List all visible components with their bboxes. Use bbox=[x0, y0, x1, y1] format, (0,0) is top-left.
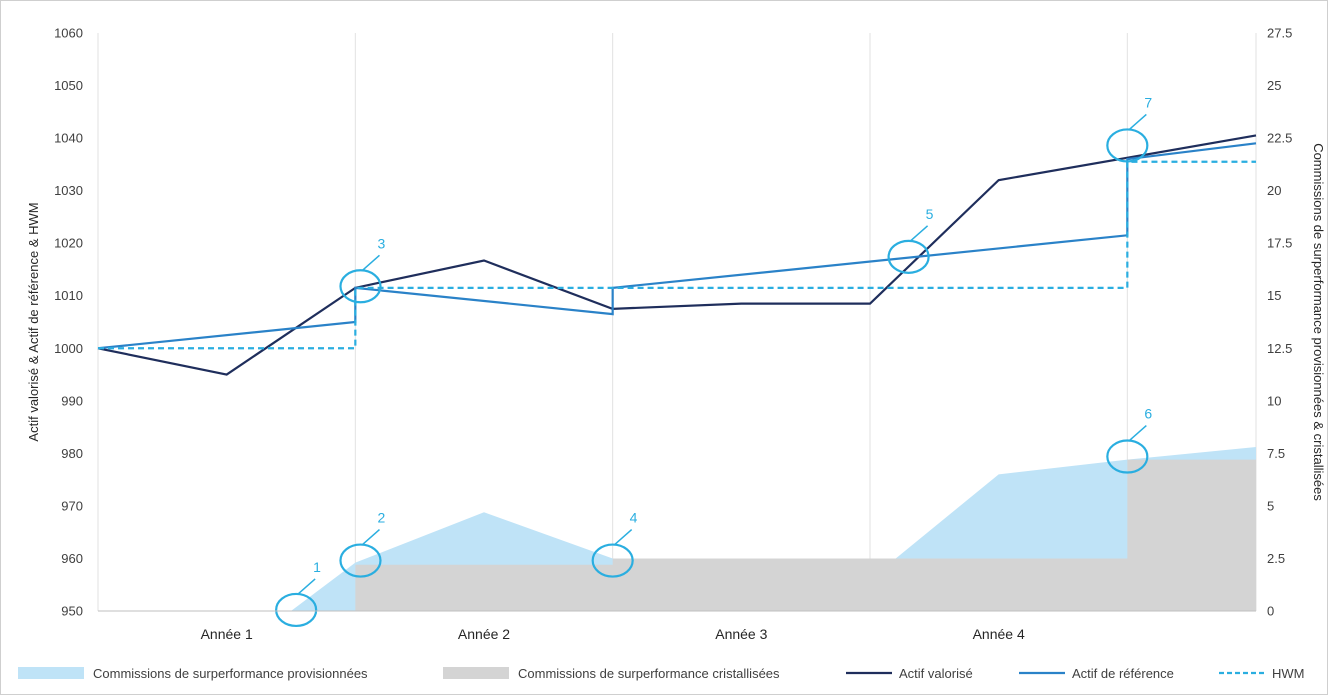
legend-label: Actif de référence bbox=[1072, 666, 1174, 681]
y-left-tick-label: 1000 bbox=[54, 341, 83, 356]
annotation-pointer bbox=[1128, 113, 1147, 131]
y-right-tick-label: 20 bbox=[1267, 183, 1281, 198]
y-left-tick-label: 1010 bbox=[54, 288, 83, 303]
y-right-tick-label: 2.5 bbox=[1267, 551, 1285, 566]
y-left-tick-label: 990 bbox=[61, 393, 83, 408]
y-left-tick-label: 970 bbox=[61, 498, 83, 513]
annotation-circle bbox=[1106, 439, 1149, 474]
annotation-pointer bbox=[910, 225, 929, 242]
y-right-tick-label: 22.5 bbox=[1267, 131, 1292, 146]
y-right-tick-label: 25 bbox=[1267, 78, 1281, 93]
legend-label: Commissions de surperformance cristallis… bbox=[518, 666, 780, 681]
legend-label: HWM bbox=[1272, 666, 1305, 681]
y-left-tick-label: 1020 bbox=[54, 236, 83, 251]
annotation-label: 4 bbox=[630, 510, 638, 526]
line-actif-valorise bbox=[97, 134, 1257, 376]
y-right-tick-label: 15 bbox=[1267, 288, 1281, 303]
annotation-circle bbox=[591, 543, 634, 578]
y-left-tick-label: 1040 bbox=[54, 131, 83, 146]
line-hwm bbox=[98, 160, 1256, 350]
annotation-circle bbox=[339, 269, 382, 304]
y-left-tick-label: 980 bbox=[61, 446, 83, 461]
annotation-label: 7 bbox=[1144, 94, 1152, 110]
y-left-tick-label: 1060 bbox=[54, 26, 83, 41]
x-category-label: Année 4 bbox=[973, 626, 1025, 642]
annotation-label: 3 bbox=[377, 235, 385, 251]
legend-swatch bbox=[18, 667, 84, 679]
area-crystallized-fees bbox=[98, 459, 1256, 611]
annotation-pointer bbox=[361, 528, 380, 546]
annotation-circle bbox=[1106, 128, 1149, 163]
y-right-tick-label: 10 bbox=[1267, 393, 1281, 408]
annotation-pointer bbox=[297, 578, 316, 595]
legend-label: Actif valorisé bbox=[899, 666, 973, 681]
y-left-tick-label: 950 bbox=[61, 604, 83, 619]
y-right-tick-label: 0 bbox=[1267, 604, 1274, 619]
y-right-tick-label: 7.5 bbox=[1267, 446, 1285, 461]
y-right-tick-label: 27.5 bbox=[1267, 26, 1292, 41]
y-right-tick-label: 17.5 bbox=[1267, 236, 1292, 251]
y-left-tick-label: 960 bbox=[61, 551, 83, 566]
legend-label: Commissions de surperformance provisionn… bbox=[93, 666, 368, 681]
annotation-circle bbox=[887, 239, 930, 274]
legend-swatch bbox=[443, 667, 509, 679]
y-right-tick-label: 12.5 bbox=[1267, 341, 1292, 356]
annotation-label: 1 bbox=[313, 559, 321, 575]
line-actif-reference bbox=[97, 142, 1257, 350]
annotation-circle bbox=[339, 543, 382, 578]
annotation-pointer bbox=[614, 528, 633, 546]
x-category-label: Année 2 bbox=[458, 626, 510, 642]
y-left-tick-label: 1030 bbox=[54, 183, 83, 198]
x-category-label: Année 1 bbox=[201, 626, 253, 642]
annotation-label: 2 bbox=[377, 510, 385, 526]
y-left-tick-label: 1050 bbox=[54, 78, 83, 93]
x-category-label: Année 3 bbox=[715, 626, 767, 642]
annotation-pointer bbox=[361, 254, 380, 271]
y-left-axis-title: Actif valorisé & Actif de référence & HW… bbox=[26, 202, 41, 441]
annotation-label: 5 bbox=[926, 206, 934, 222]
annotation-label: 6 bbox=[1144, 406, 1152, 422]
annotation-pointer bbox=[1128, 424, 1147, 442]
y-right-axis-title: Commissions de surperformance provisionn… bbox=[1311, 143, 1326, 501]
annotation-circle bbox=[275, 592, 318, 628]
y-right-tick-label: 5 bbox=[1267, 498, 1274, 513]
